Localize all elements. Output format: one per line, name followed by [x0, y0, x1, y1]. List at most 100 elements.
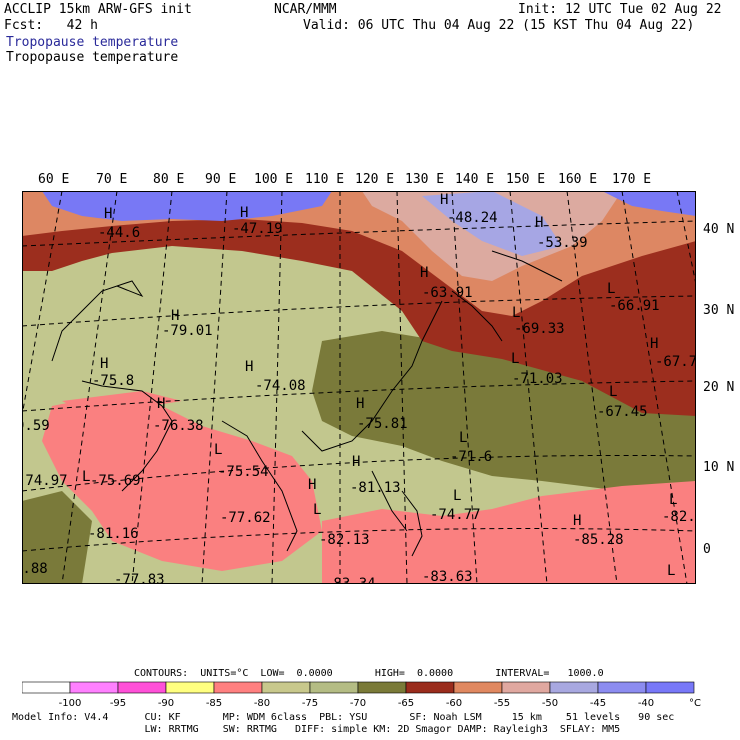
lat-label: 10 N — [703, 460, 735, 475]
hl-marker: H — [650, 336, 658, 352]
colorbar-label: -65 — [398, 698, 414, 709]
model-title: ACCLIP 15km ARW-GFS init — [4, 2, 192, 17]
colorbar-swatch — [22, 681, 71, 694]
blue-band-west — [42, 191, 332, 221]
salmon-region-2 — [322, 481, 696, 584]
lon-label: 140 E — [455, 172, 495, 187]
hl-marker: L — [82, 469, 90, 485]
hl-value: -75.69 — [90, 473, 141, 489]
hl-marker: H — [535, 215, 543, 231]
hl-value: -53.39 — [537, 235, 588, 251]
lavender-patch — [422, 191, 562, 256]
colorbar-swatch — [309, 681, 359, 694]
colorbar-swatch — [501, 681, 551, 694]
hl-value: -77.83 — [114, 572, 165, 584]
coastlines — [51, 250, 563, 557]
colorbar-swatch — [645, 681, 695, 694]
lat-label: 20 N — [703, 380, 735, 395]
lat-label: 0 — [703, 542, 711, 557]
colorbar-swatch — [549, 681, 599, 694]
map-frame — [22, 191, 696, 584]
colorbar-label: -70 — [350, 698, 366, 709]
hl-marker: H — [171, 308, 179, 324]
lon-label: 60 E — [38, 172, 70, 187]
salmon-streak — [62, 391, 182, 411]
lat-label: 40 N — [703, 222, 735, 237]
lon-label: 160 E — [558, 172, 598, 187]
hl-marker: H — [420, 265, 428, 281]
dark-olive-sw — [22, 491, 92, 584]
colorbar-label: -80 — [254, 698, 270, 709]
colorbar-swatch — [405, 681, 455, 694]
hl-value: -75.54 — [218, 464, 269, 480]
colorbar-label: -60 — [446, 698, 462, 709]
hl-marker: H — [240, 205, 248, 221]
hl-marker: L — [609, 384, 617, 400]
lon-label: 170 E — [612, 172, 652, 187]
hl-marker: L — [607, 281, 615, 297]
hl-marker: H — [104, 206, 112, 222]
hl-value: -74.77 — [430, 507, 481, 523]
hl-value: -74.97 — [22, 473, 68, 489]
hl-value: -63.91 — [422, 285, 473, 301]
colorbar-swatch — [453, 681, 503, 694]
hl-value: -71.6 — [450, 449, 492, 465]
colorbar-swatch — [357, 681, 407, 694]
colorbar: -100 -95 -90 -85 -80 -75 -70 -65 -60 -55 -50 -45 -40… — [22, 681, 701, 709]
colorbar-label: -95 — [110, 698, 126, 709]
hl-marker: L — [453, 488, 461, 504]
hl-value: -83.34 — [325, 576, 376, 584]
colorbar-swatch — [117, 681, 167, 694]
colorbar-label: -55 — [494, 698, 510, 709]
colorbar-swatch — [597, 681, 647, 694]
colorbar-label: -90 — [158, 698, 174, 709]
hl-value: -77.62 — [220, 510, 271, 526]
hl-marker: L — [313, 502, 321, 518]
colorbar-swatch — [69, 681, 119, 694]
hl-value: -75.8 — [92, 373, 134, 389]
hl-value: -85.28 — [573, 532, 624, 548]
hl-value: -81.13 — [350, 480, 401, 496]
hl-value: 0.88 — [22, 561, 48, 577]
hl-value: -81.16 — [88, 526, 139, 542]
colorbar-label: -75 — [302, 698, 318, 709]
contours-info: CONTOURS: UNITS=°C LOW= 0.0000 HIGH= 0.0… — [134, 668, 604, 679]
hl-value: -47.19 — [232, 221, 283, 237]
lon-label: 100 E — [254, 172, 294, 187]
colorbar-label: -40 — [638, 698, 654, 709]
hl-value: -71.03 — [512, 371, 563, 387]
hl-marker: H — [352, 454, 360, 470]
hl-value: -48.24 — [447, 210, 498, 226]
hl-marker: L — [667, 563, 675, 579]
colorbar-label: -85 — [206, 698, 222, 709]
hl-marker: L — [459, 430, 467, 446]
colorbar-unit: °C — [689, 698, 701, 709]
field-title-primary: Tropopause temperature — [6, 35, 179, 50]
grid-lines — [22, 191, 696, 584]
lon-label: 120 E — [355, 172, 395, 187]
blue-band-east — [602, 191, 696, 216]
lon-label: 150 E — [506, 172, 546, 187]
hl-value: -76.38 — [153, 418, 204, 434]
lat-label: 30 N — [703, 303, 735, 318]
hl-marker: H — [245, 359, 253, 375]
hl-value: -67.45 — [597, 404, 648, 420]
hl-marker: L — [214, 442, 222, 458]
hl-value: -82.4 — [662, 509, 696, 525]
hl-value: -44.6 — [98, 225, 140, 241]
field-title-secondary: Tropopause temperature — [6, 50, 179, 65]
forecast-hour: Fcst: 42 h — [4, 18, 98, 33]
hl-value: -82.13 — [319, 532, 370, 548]
hl-value: -79.01 — [162, 323, 213, 339]
lon-label: 90 E — [205, 172, 237, 187]
hl-marker: H — [157, 396, 165, 412]
hl-value: -69.33 — [514, 321, 565, 337]
colorbar-label: -100 — [59, 698, 82, 709]
lon-label: 110 E — [305, 172, 345, 187]
colorbar-swatch — [165, 681, 215, 694]
hl-marker: L — [669, 492, 677, 508]
hl-value: -74.08 — [255, 378, 306, 394]
lon-label: 80 E — [153, 172, 185, 187]
